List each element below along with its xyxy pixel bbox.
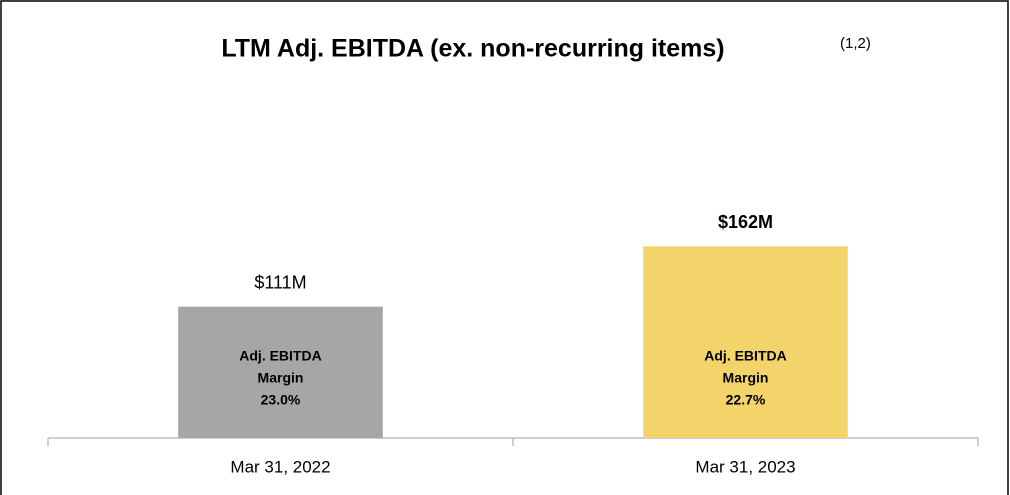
bar <box>643 246 848 438</box>
margin-value: 23.0% <box>261 392 301 408</box>
margin-caption: Adj. EBITDA <box>704 348 786 364</box>
value-label: $162M <box>718 212 773 232</box>
x-tick-label: Mar 31, 2022 <box>230 457 330 476</box>
x-tick-label: Mar 31, 2023 <box>695 457 795 476</box>
margin-value: 22.7% <box>726 392 766 408</box>
bar <box>178 306 383 438</box>
title-note: (1,2) <box>840 35 871 52</box>
chart-title: LTM Adj. EBITDA (ex. non-recurring items… <box>221 35 724 63</box>
margin-caption: Adj. EBITDA <box>239 348 321 364</box>
value-label: $111M <box>254 272 306 292</box>
margin-caption: Margin <box>723 370 769 386</box>
margin-caption: Margin <box>258 370 304 386</box>
